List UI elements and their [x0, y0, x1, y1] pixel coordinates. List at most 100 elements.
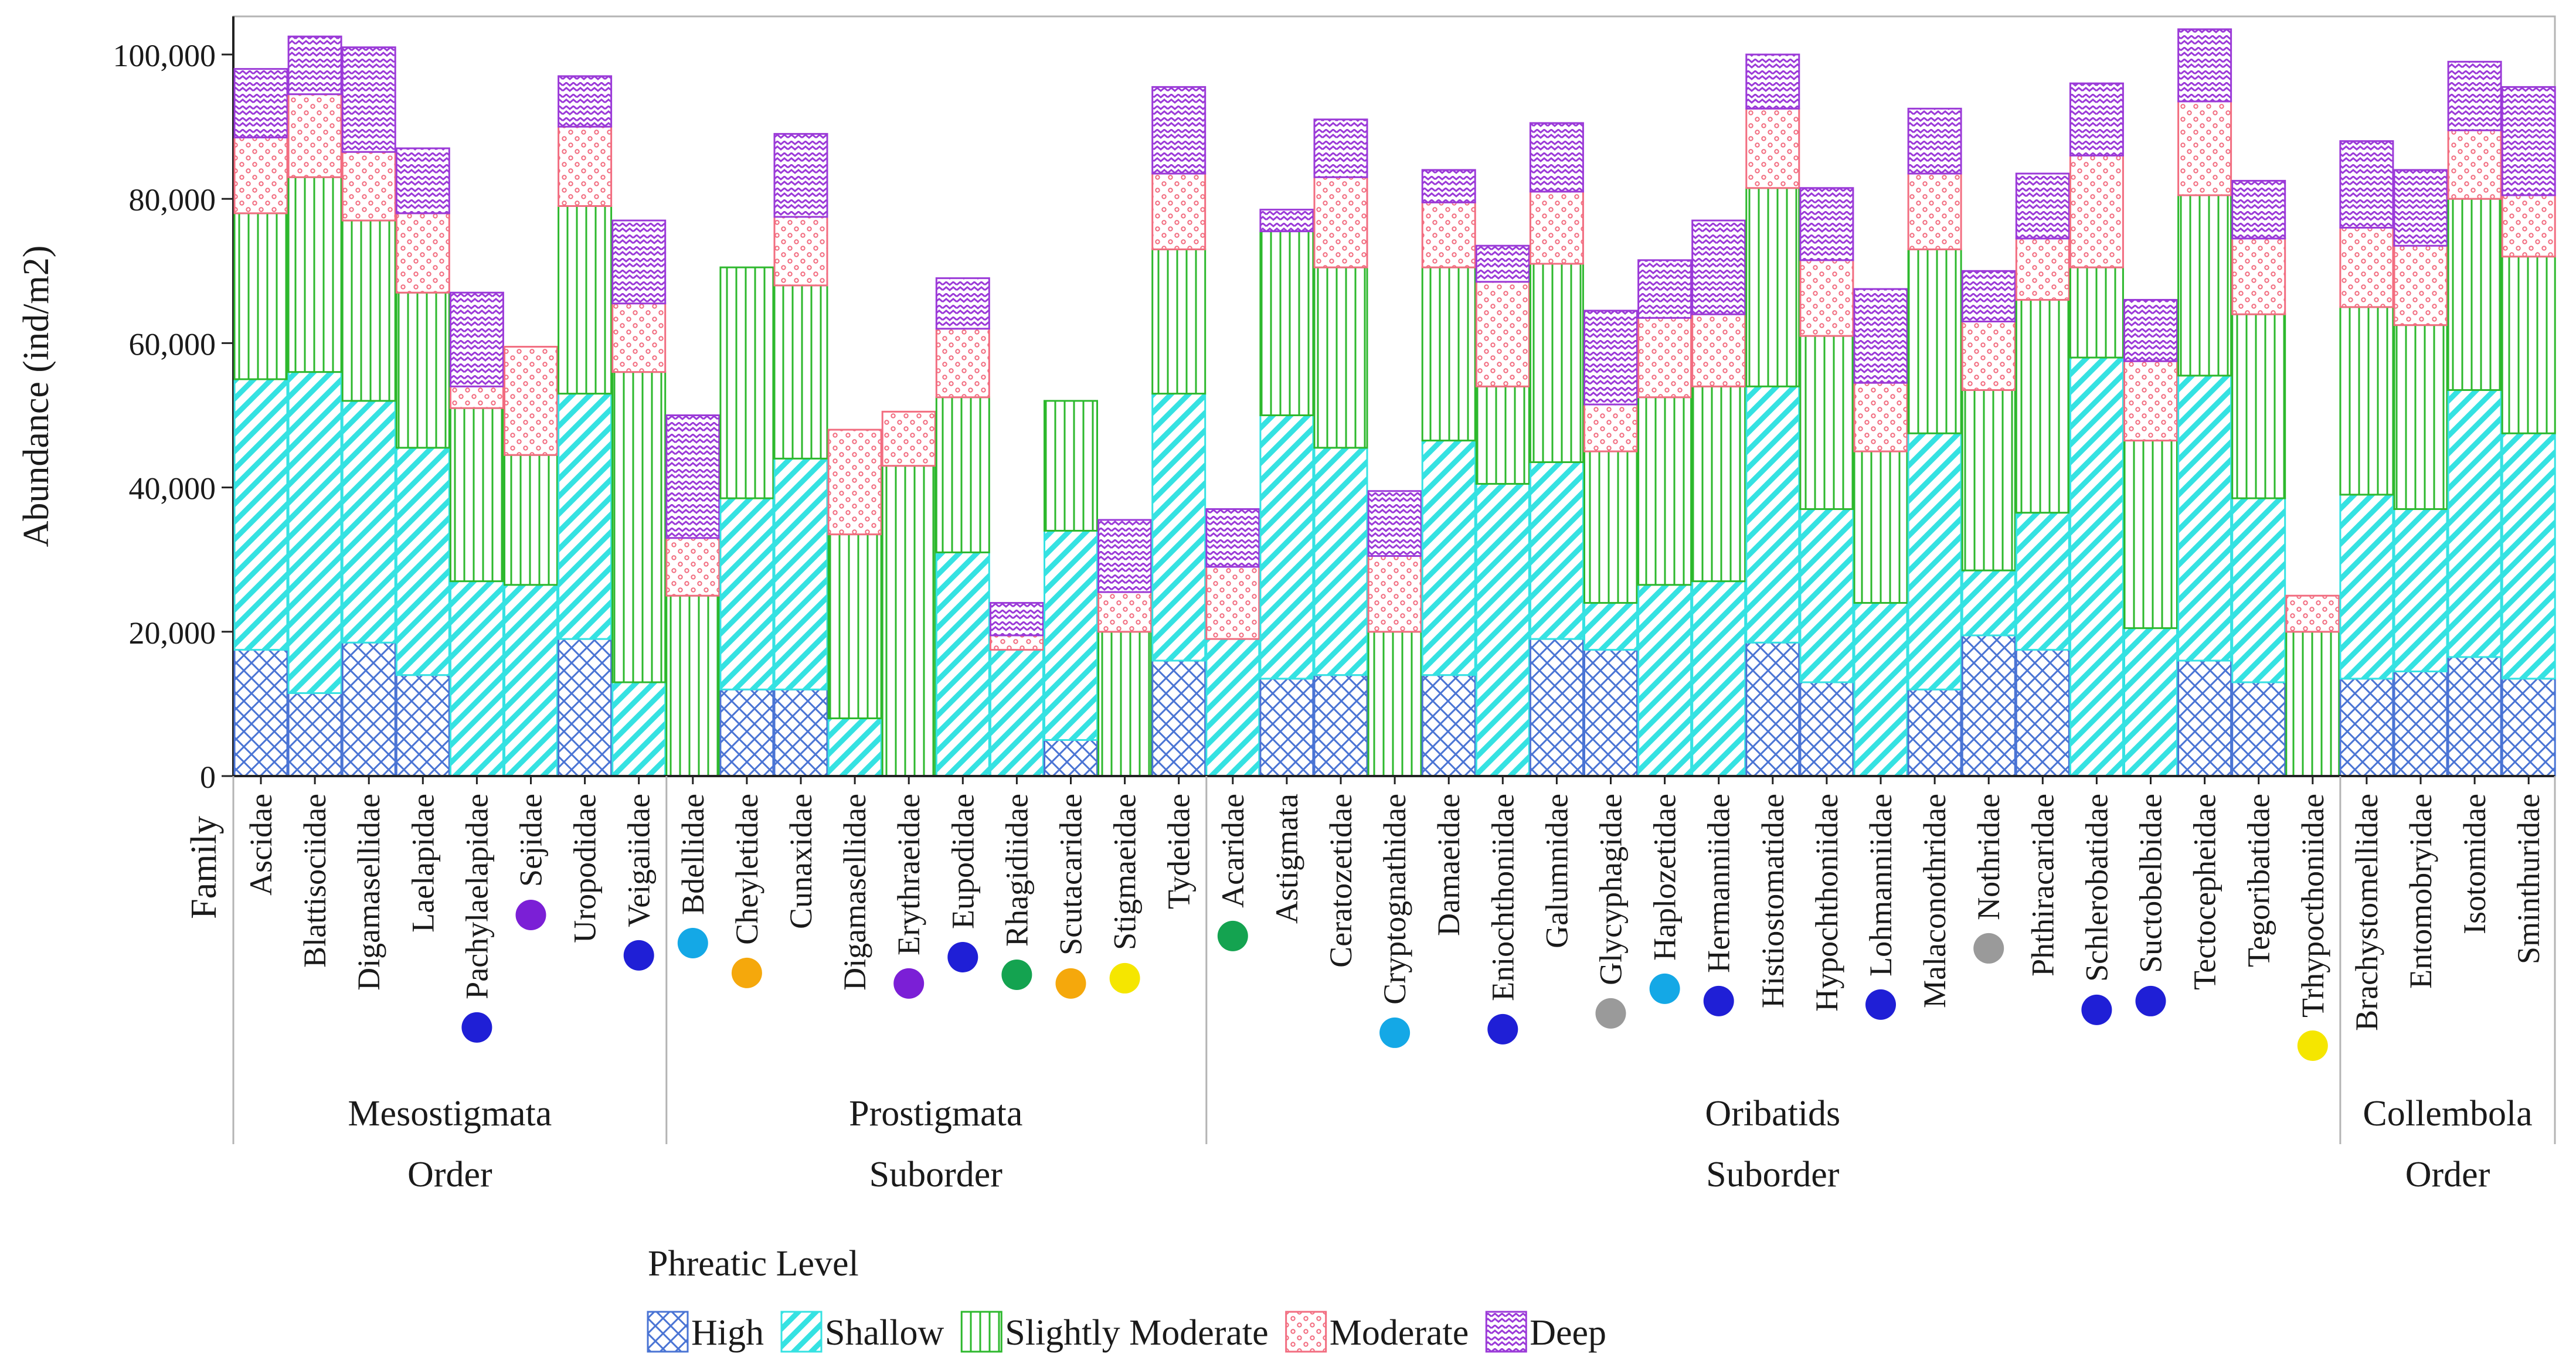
bar-segment-high: [341, 641, 396, 777]
family-label: Histiostomatidae: [1755, 794, 1790, 1008]
bar-segment-slightly-moderate: [881, 465, 936, 777]
bar-segment-shallow: [449, 580, 504, 777]
family-marker-dot: [2297, 1030, 2328, 1061]
bar-segment-slightly-moderate: [1583, 450, 1638, 604]
family-label: Ascidae: [243, 794, 278, 896]
bar-segment-high: [1961, 634, 2016, 777]
bar-segment-shallow: [233, 378, 288, 651]
bar-segment-moderate: [1799, 259, 1854, 337]
group-name: Collembola: [2363, 1094, 2532, 1134]
bar-segment-deep: [449, 291, 504, 387]
bar-segment-moderate: [935, 328, 990, 399]
bar-segment-deep: [1097, 519, 1153, 593]
bar-segment-deep: [1907, 107, 1962, 175]
bar-segment-shallow: [2069, 356, 2124, 777]
family-marker-dot: [1109, 962, 1140, 994]
bar-segment-shallow: [2015, 512, 2070, 651]
bar-segment-moderate: [2447, 129, 2502, 200]
y-tick-label: 40,000: [129, 471, 216, 506]
bar-segment-moderate: [2015, 237, 2070, 301]
family-marker-dot: [623, 940, 654, 971]
bar-segment-deep: [287, 35, 342, 96]
bar-segment-slightly-moderate: [1044, 400, 1098, 532]
bar-segment-deep: [2123, 299, 2178, 362]
bar-segment-slightly-moderate: [2015, 299, 2070, 514]
bar-segment-high: [1583, 649, 1638, 777]
bar-segment-shallow: [1529, 461, 1584, 640]
legend-label: Deep: [1530, 1313, 1606, 1353]
bar-segment-moderate: [1529, 190, 1584, 265]
family-label: Laelapidae: [405, 794, 440, 933]
bar-segment-deep: [1205, 508, 1260, 568]
bar-segment-slightly-moderate: [2231, 313, 2286, 499]
bar-segment-deep: [2339, 140, 2394, 229]
bar-segment-high: [1421, 674, 1476, 777]
bar-segment-shallow: [341, 400, 396, 644]
bar-segment-deep: [2447, 60, 2502, 131]
family-label: Rhagidiidae: [999, 794, 1034, 947]
bar-segment-deep: [665, 414, 721, 539]
bar-segment-deep: [611, 219, 667, 305]
group-axis: Mesostigmata Order Prostigmata Suborder Orib…: [232, 776, 2556, 1195]
family-label: Haplozetidae: [1647, 794, 1683, 961]
bar-segment-slightly-moderate: [1313, 266, 1368, 449]
bar-segment-shallow: [2393, 508, 2448, 673]
family-label: Stigmaeidae: [1107, 794, 1143, 950]
y-tick-label: 20,000: [129, 615, 216, 651]
bar-segment-moderate: [2177, 100, 2232, 196]
bar-segment-deep: [1961, 270, 2016, 322]
family-label: Malaconothridae: [1917, 794, 1952, 1008]
family-label: Sejidae: [514, 794, 549, 887]
family-marker-dot: [515, 899, 546, 930]
bar-segment-shallow: [719, 497, 774, 690]
bar-segment-shallow: [935, 551, 990, 777]
bar-segment-high: [1259, 678, 1314, 777]
legend-swatch-shallow: [780, 1311, 823, 1353]
bar-segment-slightly-moderate: [1799, 335, 1854, 511]
bar-segment-shallow: [1853, 602, 1908, 777]
bar-segment-slightly-moderate: [665, 594, 721, 777]
bar-segment-shallow: [1691, 580, 1746, 777]
family-label: Cunaxidae: [783, 794, 818, 929]
bar-segment-moderate: [287, 93, 342, 178]
family-marker-dot: [1001, 959, 1032, 990]
bar-segment-slightly-moderate: [2069, 266, 2124, 359]
bar-segment-shallow: [1044, 529, 1098, 741]
x-axis: Ascidae Blattisociidae Digamasellidae Laela…: [233, 775, 2555, 1061]
family-label: Bdellidae: [675, 794, 711, 915]
family-marker-dot: [1595, 998, 1626, 1029]
y-tick-label: 60,000: [129, 326, 216, 362]
family-label: Galumnidae: [1539, 794, 1574, 948]
bar-segment-moderate: [989, 634, 1044, 651]
bar-segment-high: [1799, 681, 1854, 777]
bar-segment-slightly-moderate: [449, 407, 504, 583]
bar-segment-moderate: [1421, 201, 1476, 268]
family-label: Eniochthoniidae: [1485, 794, 1520, 1001]
family-label: Scutacaridae: [1053, 794, 1089, 955]
family-label: Suctobelbidae: [2133, 794, 2169, 973]
bar-segment-moderate: [1961, 320, 2016, 391]
family-marker-dot: [1217, 920, 1248, 951]
bar-segment-moderate: [1853, 382, 1908, 453]
bar-segment-moderate: [2501, 194, 2556, 258]
bar-segment-moderate: [449, 385, 504, 409]
bar-segment-shallow: [773, 457, 828, 690]
family-marker-dot: [731, 957, 762, 988]
family-marker-dot: [1379, 1017, 1411, 1048]
bar-segment-deep: [1853, 288, 1908, 384]
family-label: Erythraeidae: [891, 794, 926, 955]
bar-segment-moderate: [1097, 591, 1153, 633]
bar-segment-high: [1907, 688, 1962, 777]
bar-segment-high: [1529, 638, 1584, 777]
bar-segment-moderate: [2123, 360, 2178, 442]
bar-segment-slightly-moderate: [2123, 440, 2178, 630]
family-marker-dot: [1703, 985, 1734, 1016]
bar-segment-shallow: [2123, 627, 2178, 777]
bar-segment-deep: [1799, 187, 1854, 261]
family-label: Trhypocthoniidae: [2295, 794, 2330, 1018]
bar-segment-high: [2339, 678, 2394, 777]
bar-segment-shallow: [2501, 432, 2556, 680]
group-rank: Order: [407, 1155, 492, 1195]
family-label: Tydeidae: [1161, 794, 1197, 909]
